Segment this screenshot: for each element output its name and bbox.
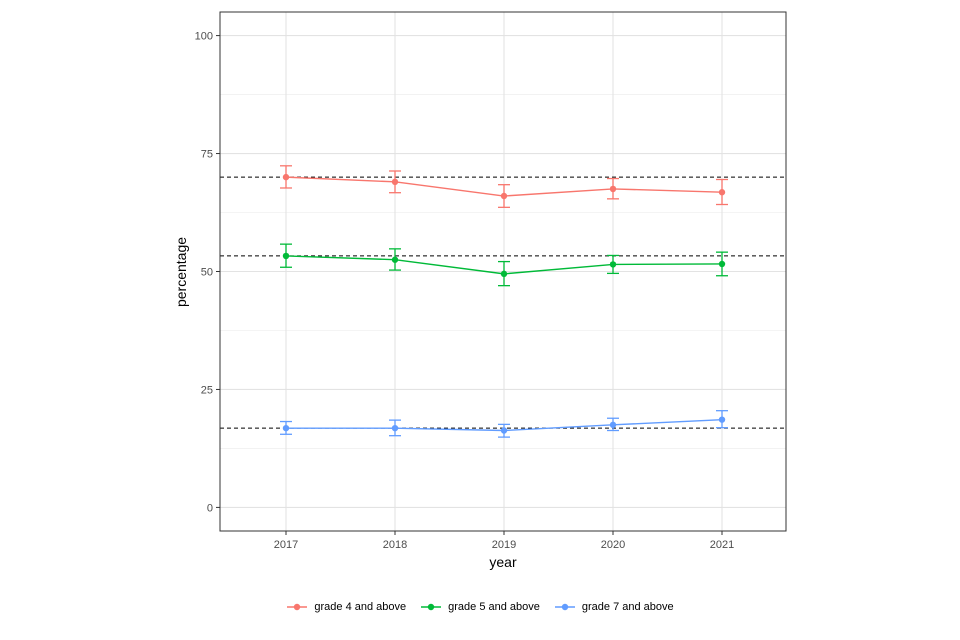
data-point <box>391 424 399 432</box>
data-point <box>391 256 399 263</box>
data-point <box>282 424 290 432</box>
legend: grade 4 and above grade 5 and above grade … <box>0 596 960 618</box>
data-point <box>609 185 617 193</box>
data-point <box>718 260 726 268</box>
data-point <box>500 270 508 278</box>
legend-key-point <box>294 603 301 611</box>
series-3 <box>280 410 728 438</box>
chart: 0 25 50 75 100 2017 2018 2019 2020 2021 year perc… <box>173 11 787 570</box>
axes: 0 25 50 75 100 2017 2018 2019 2020 2021 <box>195 31 735 551</box>
legend-item: grade 5 and above <box>420 600 540 614</box>
legend-key-point <box>561 603 569 611</box>
minor-gridlines <box>220 94 786 449</box>
y-axis-title: percentage <box>173 237 189 307</box>
x-tick-label: 2020 <box>601 539 625 551</box>
legend-label: grade 5 and above <box>448 601 540 613</box>
x-tick-label: 2017 <box>274 539 298 551</box>
legend-key-point <box>427 603 435 611</box>
data-point <box>500 192 508 200</box>
y-tick-label: 75 <box>201 149 213 161</box>
data-point <box>282 252 290 260</box>
x-tick-label: 2021 <box>710 539 734 551</box>
data-point <box>718 416 726 423</box>
x-tick-label: 2019 <box>492 539 516 551</box>
data-point <box>609 261 617 268</box>
y-tick-label: 100 <box>195 31 213 43</box>
legend-key <box>421 603 442 611</box>
y-tick-label: 50 <box>201 267 213 279</box>
x-tick-label: 2018 <box>383 539 407 551</box>
series-layer <box>280 165 728 438</box>
legend-item: grade 4 and above <box>286 600 406 614</box>
data-point <box>500 427 508 434</box>
legend-item: grade 7 and above <box>554 600 674 614</box>
data-point <box>718 189 726 196</box>
data-point <box>391 178 399 186</box>
series-1 <box>280 165 728 208</box>
legend-key <box>287 603 308 611</box>
legend-label: grade 7 and above <box>581 601 674 613</box>
series-2 <box>280 243 728 287</box>
legend-key <box>554 603 575 611</box>
y-tick-label: 0 <box>207 502 213 514</box>
x-axis-title: year <box>489 554 517 570</box>
data-point <box>282 173 290 181</box>
data-point <box>609 421 617 429</box>
legend-label: grade 4 and above <box>314 601 407 613</box>
reference-lines <box>220 176 786 429</box>
y-tick-label: 25 <box>201 384 213 396</box>
